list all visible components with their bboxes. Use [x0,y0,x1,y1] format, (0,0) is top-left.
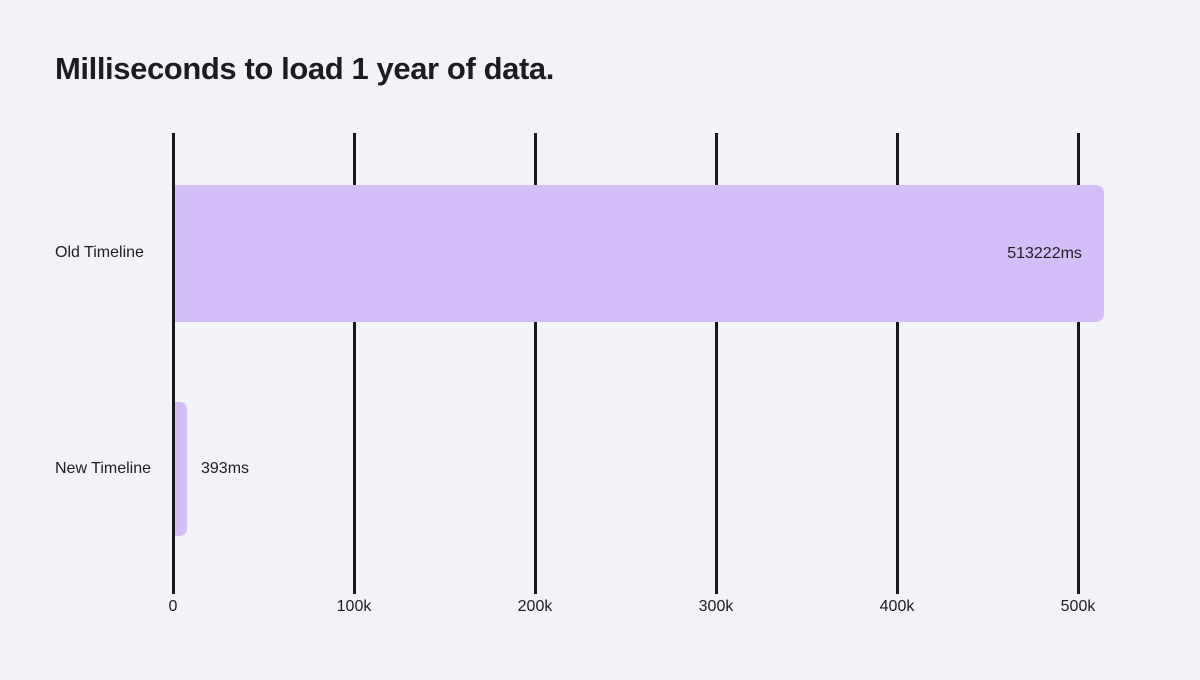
x-tick-label: 200k [517,598,553,615]
x-tick-label: 0 [168,598,178,615]
bar-old-timeline: 513222ms [175,185,1104,322]
gridline [1077,133,1080,594]
gridline [172,133,175,594]
category-label-new-timeline: New Timeline [55,460,152,477]
gridline [534,133,537,594]
gridline [353,133,356,594]
x-tick-label: 100k [336,598,372,615]
x-tick-label: 400k [879,598,915,615]
value-label-new-timeline: 393ms [201,460,250,477]
category-label-old-timeline: Old Timeline [55,244,144,261]
chart-title: Milliseconds to load 1 year of data. [55,51,554,86]
value-label-old-timeline: 513222ms [1007,244,1082,262]
x-tick-label: 500k [1060,598,1096,615]
bar-new-timeline [175,402,187,536]
x-tick-label: 300k [698,598,734,615]
gridline [896,133,899,594]
gridline [715,133,718,594]
